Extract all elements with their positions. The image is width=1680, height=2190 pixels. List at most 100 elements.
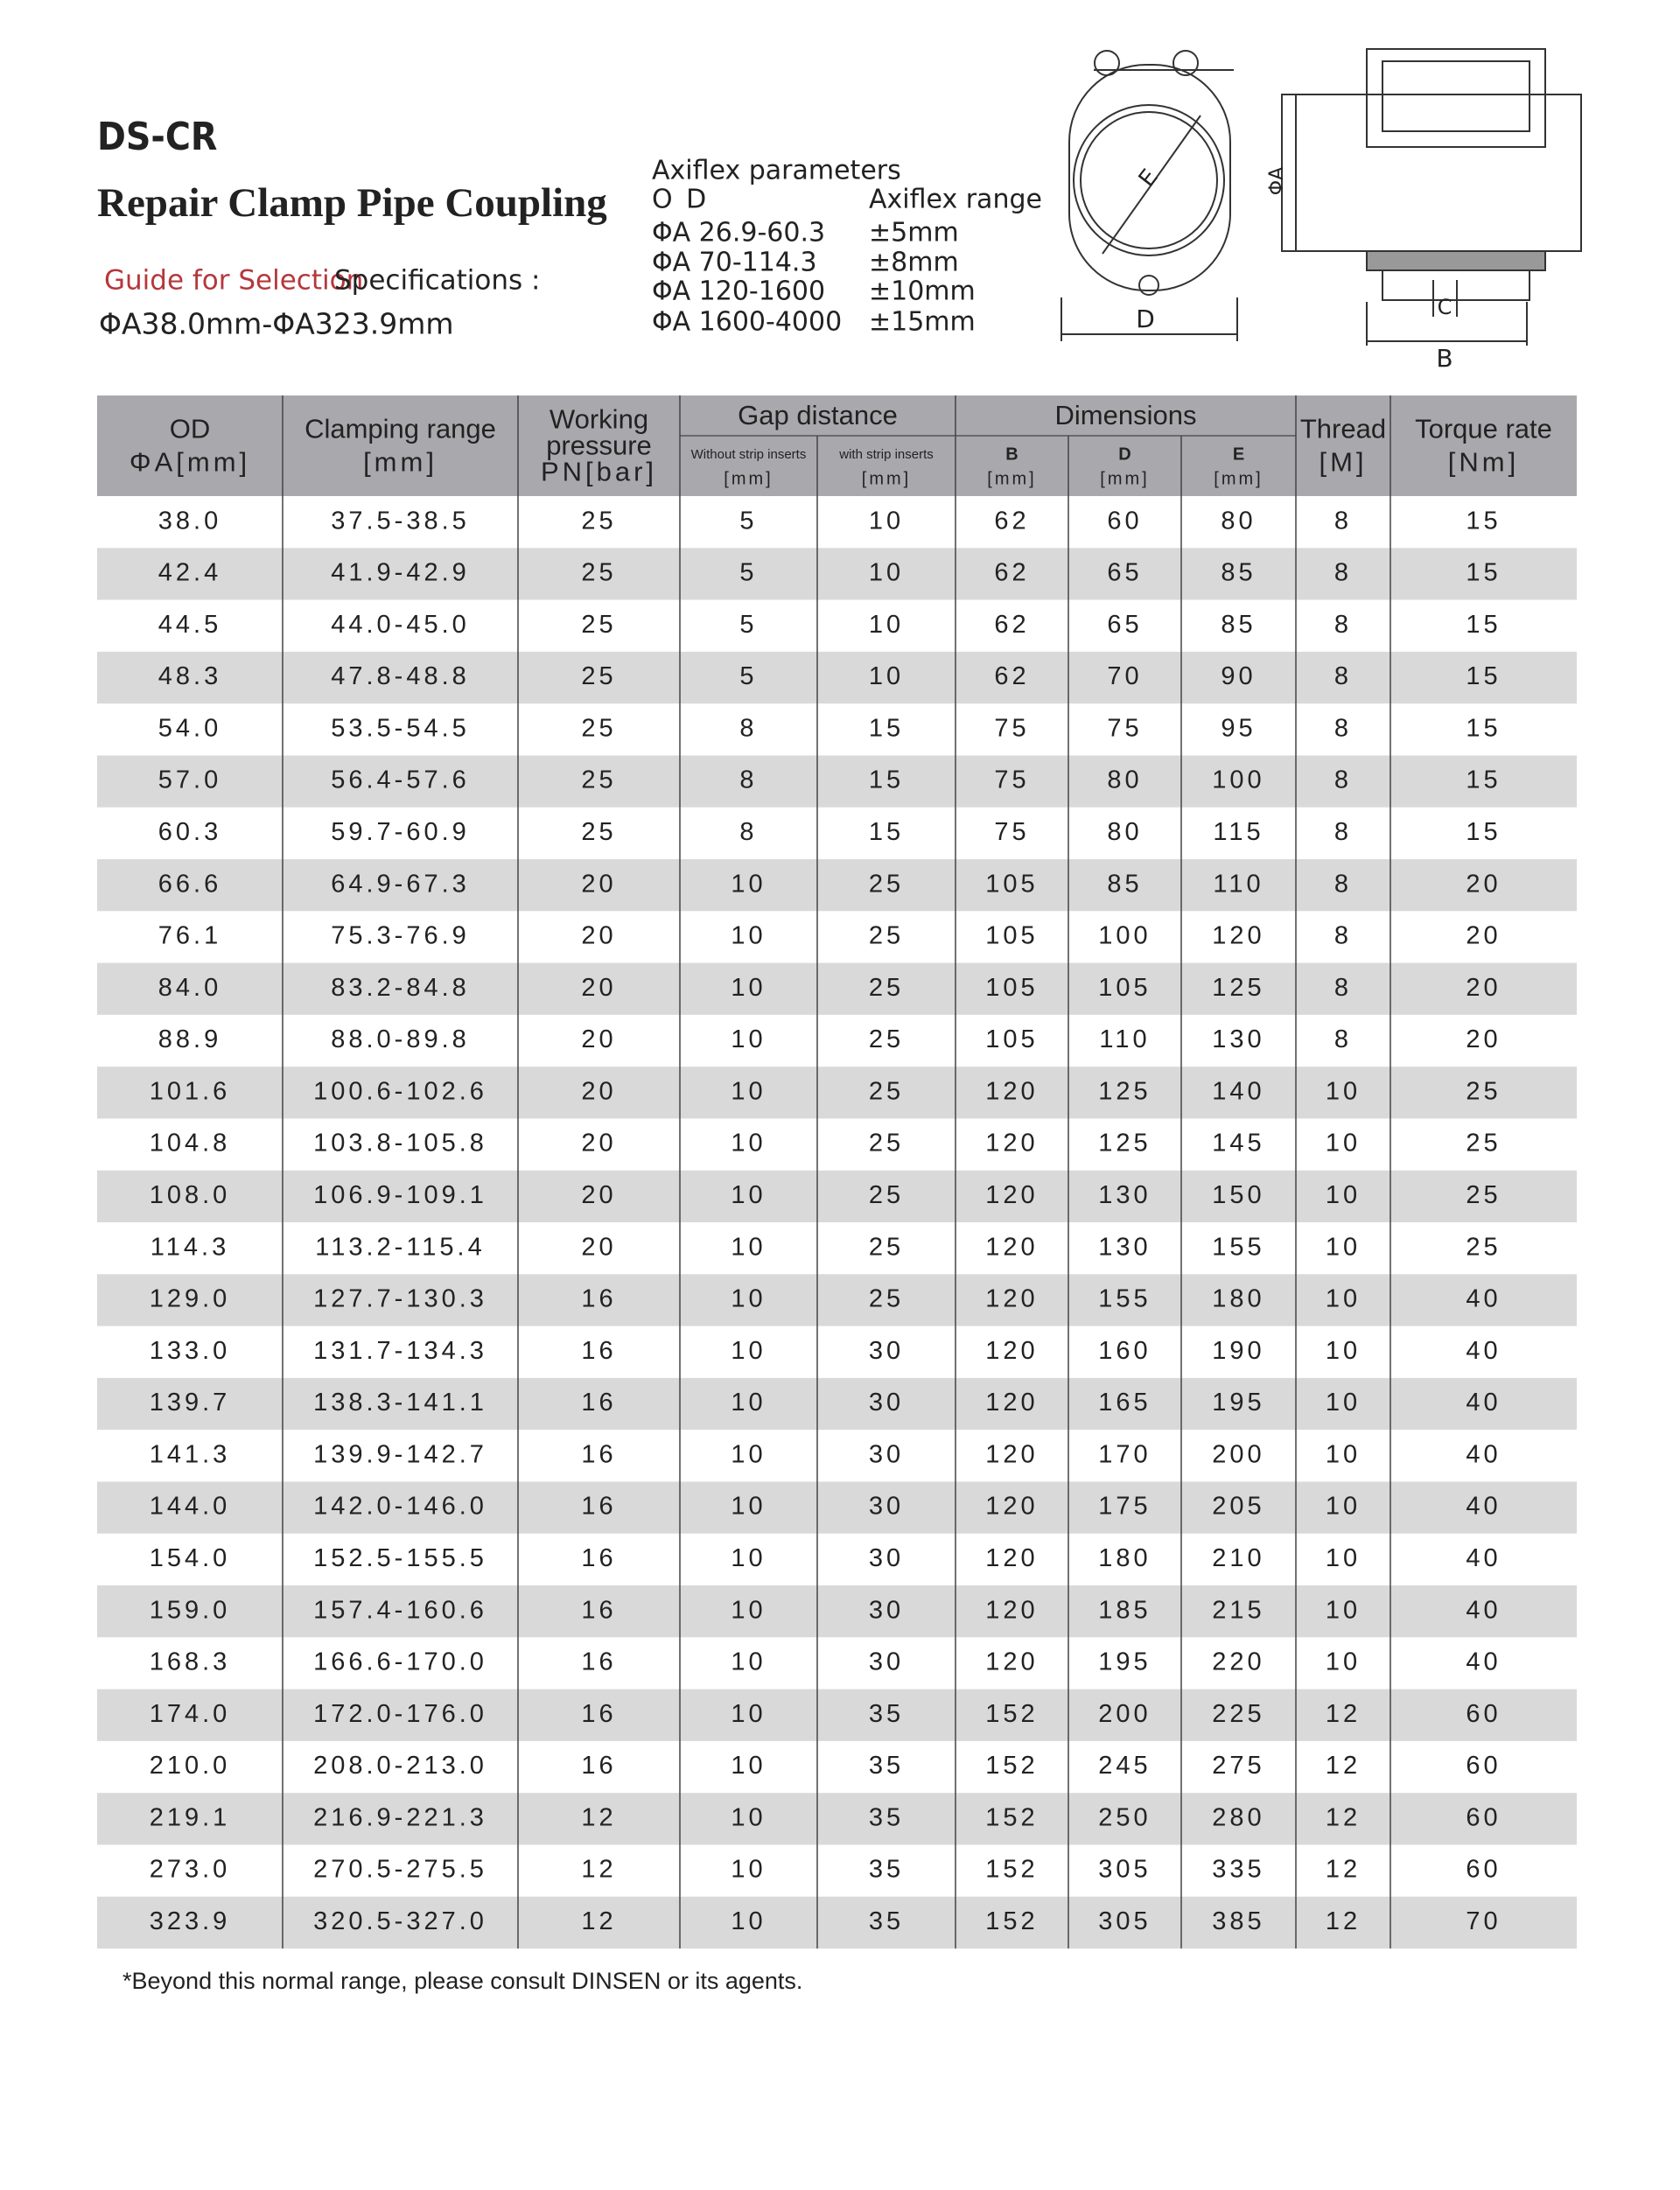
row-stripe <box>97 859 1577 912</box>
clamp-side <box>1366 48 1546 148</box>
table-cell: 62 <box>994 507 1029 535</box>
axiflex-range: ±5mm <box>869 218 959 248</box>
table-cell: 25 <box>581 766 616 794</box>
pipe-side <box>1281 94 1582 252</box>
table-cell: 15 <box>869 766 904 794</box>
table-cell: 25 <box>869 870 904 898</box>
table-cell: 180 <box>1212 1285 1264 1313</box>
table-cell: 10 <box>731 1130 766 1158</box>
table-cell: 127.7-130.3 <box>313 1285 487 1313</box>
table-cell: 20 <box>1466 922 1501 950</box>
table-cell: 40 <box>1466 1389 1501 1417</box>
table-cell: 195 <box>1098 1648 1151 1676</box>
row-stripe <box>97 755 1577 808</box>
table-cell: 10 <box>731 1803 766 1831</box>
table-cell: 25 <box>1466 1130 1501 1158</box>
table-cell: 65 <box>1107 559 1142 587</box>
table-cell: 320.5-327.0 <box>313 1907 487 1935</box>
table-cell: 120 <box>985 1130 1038 1158</box>
table-cell: 155 <box>1098 1285 1151 1313</box>
table-cell: 15 <box>1466 611 1501 639</box>
table-cell: 225 <box>1212 1700 1264 1728</box>
table-cell: 10 <box>1326 1285 1361 1313</box>
table-cell: 16 <box>581 1389 616 1417</box>
table-cell: 60 <box>1466 1803 1501 1831</box>
table-cell: 90 <box>1221 662 1256 690</box>
table-cell: 8 <box>739 714 757 742</box>
table-cell: 101.6 <box>150 1077 231 1105</box>
table-cell: 200 <box>1098 1700 1151 1728</box>
table-cell: 10 <box>1326 1233 1361 1261</box>
diagram-label-c: C <box>1438 295 1452 319</box>
table-cell: 305 <box>1098 1907 1151 1935</box>
table-cell: 15 <box>1466 714 1501 742</box>
table-cell: 30 <box>869 1493 904 1521</box>
table-cell: 85 <box>1221 559 1256 587</box>
table-cell: 25 <box>1466 1233 1501 1261</box>
table-cell: 20 <box>1466 974 1501 1002</box>
table-cell: 10 <box>731 1077 766 1105</box>
table-cell: 152 <box>985 1907 1038 1935</box>
table-cell: 125 <box>1098 1077 1151 1105</box>
column-header: [M] <box>1319 447 1367 478</box>
column-header: E <box>1233 444 1244 464</box>
table-cell: 5 <box>739 662 757 690</box>
column-header: PN[bar] <box>541 457 657 487</box>
table-cell: 10 <box>731 1596 766 1624</box>
table-cell: 166.6-170.0 <box>313 1648 487 1676</box>
table-cell: 88.0-89.8 <box>331 1025 470 1053</box>
table-cell: 10 <box>1326 1544 1361 1572</box>
table-cell: 20 <box>581 1130 616 1158</box>
table-cell: 205 <box>1212 1493 1264 1521</box>
table-cell: 10 <box>1326 1337 1361 1365</box>
table-cell: 270.5-275.5 <box>313 1856 487 1884</box>
column-header: Working <box>550 404 648 435</box>
table-cell: 130 <box>1212 1025 1264 1053</box>
table-cell: 120 <box>1212 922 1264 950</box>
table-cell: 152 <box>985 1803 1038 1831</box>
table-cell: 10 <box>731 1856 766 1884</box>
table-cell: 10 <box>1326 1077 1361 1105</box>
table-cell: 38.0 <box>158 507 221 535</box>
table-cell: 144.0 <box>150 1493 231 1521</box>
table-cell: 8 <box>1334 818 1352 846</box>
table-cell: 56.4-57.6 <box>331 766 470 794</box>
table-cell: 120 <box>985 1077 1038 1105</box>
table-cell: 115 <box>1213 818 1264 846</box>
table-cell: 8 <box>1334 714 1352 742</box>
row-stripe <box>97 962 1577 1015</box>
table-cell: 10 <box>731 1181 766 1209</box>
table-cell: 139.7 <box>150 1389 231 1417</box>
table-cell: 25 <box>581 662 616 690</box>
table-cell: 180 <box>1098 1544 1151 1572</box>
table-cell: 62 <box>994 559 1029 587</box>
table-cell: 120 <box>985 1440 1038 1468</box>
table-cell: 139.9-142.7 <box>313 1440 487 1468</box>
table-cell: 125 <box>1212 974 1264 1002</box>
table-cell: 129.0 <box>150 1285 231 1313</box>
table-cell: 40 <box>1466 1544 1501 1572</box>
table-cell: 245 <box>1098 1752 1151 1780</box>
table-cell: 16 <box>581 1752 616 1780</box>
table-cell: 16 <box>581 1493 616 1521</box>
table-cell: 20 <box>581 870 616 898</box>
table-cell: 8 <box>1334 507 1352 535</box>
row-stripe <box>97 651 1577 704</box>
column-header: [mm] <box>862 469 911 488</box>
table-cell: 10 <box>731 1337 766 1365</box>
table-cell: 75 <box>994 714 1029 742</box>
table-cell: 80 <box>1107 766 1142 794</box>
table-cell: 10 <box>731 1025 766 1053</box>
table-cell: 20 <box>581 1181 616 1209</box>
table-cell: 220 <box>1212 1648 1264 1676</box>
table-cell: 12 <box>581 1907 616 1935</box>
table-cell: 75.3-76.9 <box>331 922 470 950</box>
table-cell: 42.4 <box>158 559 221 587</box>
table-cell: 305 <box>1098 1856 1151 1884</box>
table-cell: 40 <box>1466 1337 1501 1365</box>
table-cell: 215 <box>1212 1596 1264 1624</box>
row-stripe <box>97 1689 1577 1741</box>
axiflex-range: ±8mm <box>869 248 959 278</box>
